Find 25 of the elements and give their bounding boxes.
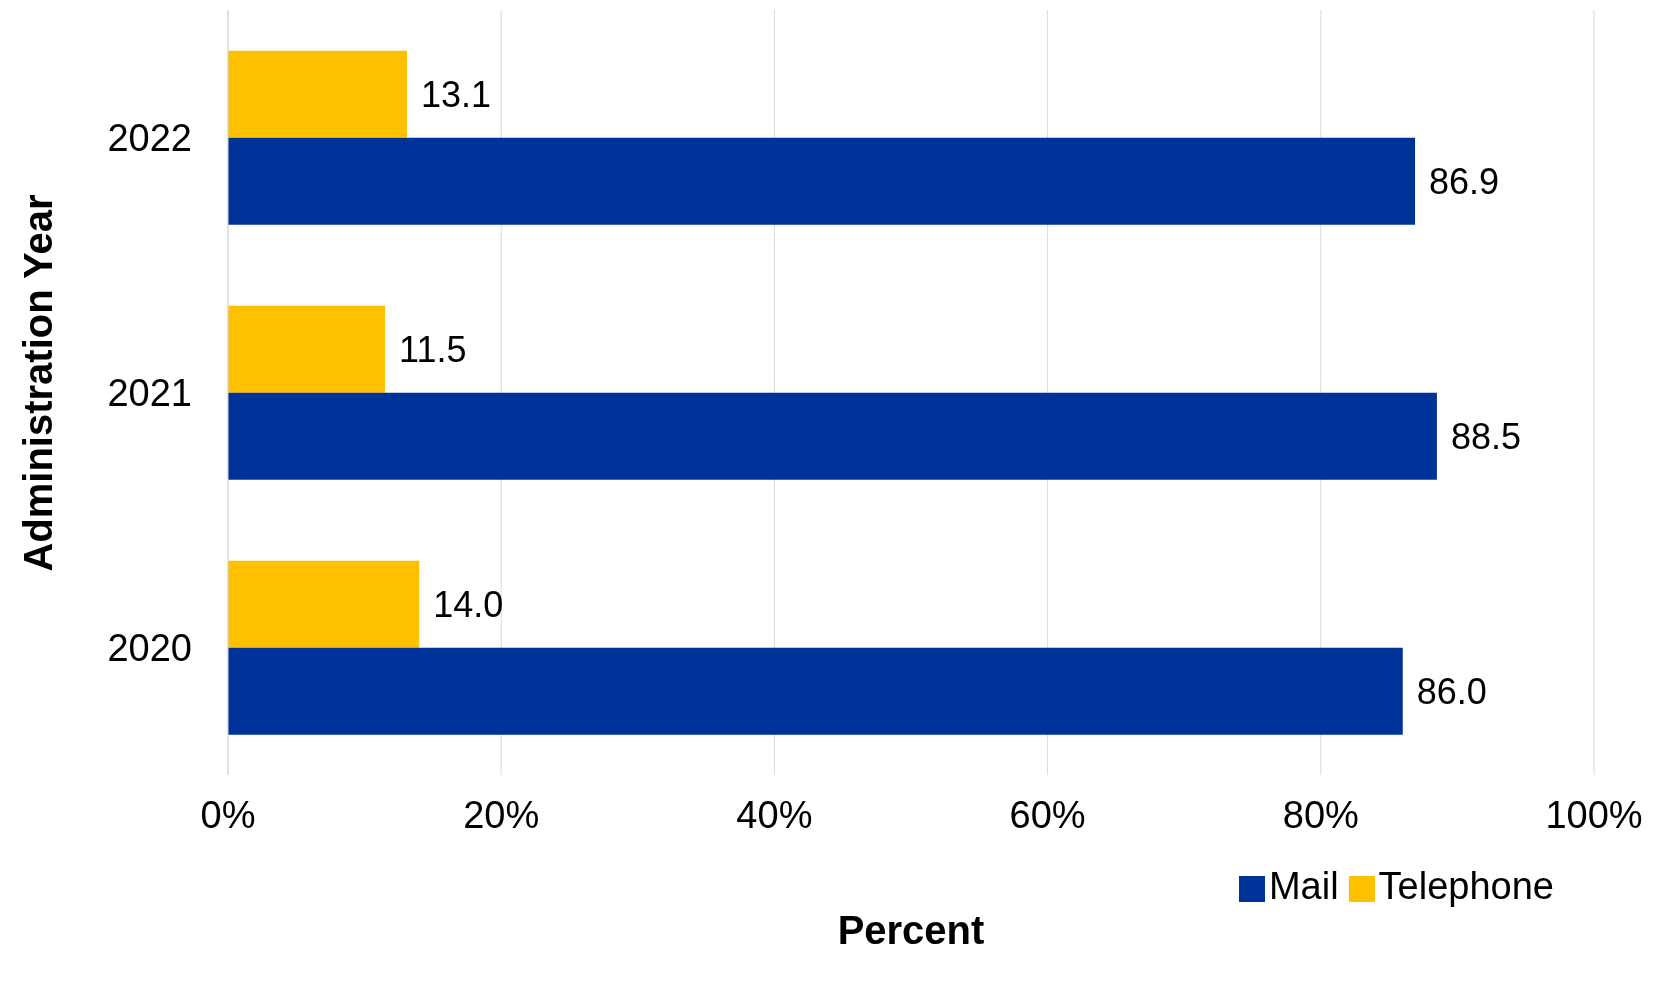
x-tick-label: 60% — [1009, 793, 1086, 836]
x-tick-label: 80% — [1282, 793, 1359, 836]
y-axis-title: Administration Year — [15, 194, 61, 572]
x-tick-label: 100% — [1545, 793, 1643, 836]
legend-label: Mail — [1268, 865, 1339, 907]
y-tick-label: 2022 — [107, 116, 192, 159]
bar — [228, 305, 386, 393]
bar — [228, 392, 1437, 480]
data-label: 88.5 — [1450, 416, 1521, 458]
y-tick-label: 2021 — [107, 371, 192, 414]
x-tick-label: 0% — [200, 793, 256, 836]
bar — [228, 137, 1416, 225]
x-tick-label: 20% — [463, 793, 540, 836]
x-axis-title: Percent — [836, 908, 986, 953]
bar — [228, 560, 420, 648]
data-label: 13.1 — [420, 74, 492, 116]
y-tick-label: 2020 — [107, 626, 192, 669]
x-tick-label: 40% — [736, 793, 813, 836]
data-label: 86.9 — [1429, 161, 1500, 203]
data-label: 11.5 — [399, 329, 467, 371]
bar — [228, 647, 1403, 735]
data-label: 14.0 — [433, 584, 504, 626]
bar — [228, 50, 407, 138]
legend-label: Telephone — [1378, 865, 1554, 907]
data-label: 86.0 — [1416, 671, 1487, 713]
